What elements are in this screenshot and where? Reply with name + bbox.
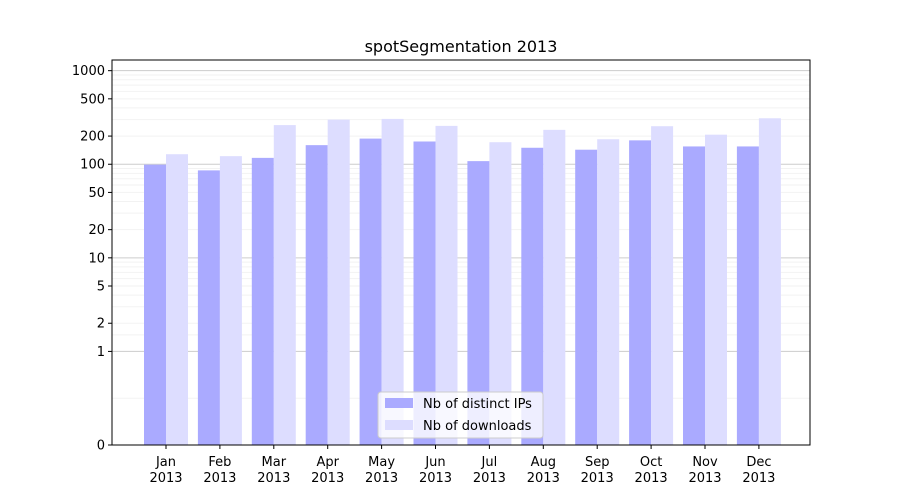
y-tick-label: 50 — [88, 186, 105, 201]
legend-swatch-downloads — [385, 420, 413, 430]
y-tick-label: 2 — [97, 317, 105, 332]
bar-downloads — [273, 125, 296, 446]
plot-frame — [111, 59, 811, 446]
bar-distinct-ips — [359, 138, 382, 445]
y-tick-label: 5 — [97, 280, 105, 295]
bar-distinct-ips — [305, 145, 328, 445]
bar-distinct-ips — [144, 164, 166, 445]
legend-swatch-distinct-ips — [385, 398, 413, 408]
y-tick-label: 200 — [80, 130, 105, 145]
x-tick-label: Dec 2013 — [742, 455, 775, 486]
legend-box — [377, 391, 544, 439]
bar-downloads — [705, 134, 727, 445]
y-tick-label: 100 — [80, 158, 105, 173]
chart-title: spotSegmentation 2013 — [365, 37, 558, 56]
bar-distinct-ips — [251, 157, 274, 446]
x-tick-label: Sep 2013 — [581, 455, 614, 486]
y-tick-label: 0 — [97, 439, 105, 454]
y-tick-label: 1000 — [72, 64, 105, 79]
bar-downloads — [435, 125, 458, 445]
y-axis: 0 1 2 5 10 20 50 100 200 500 1000 — [72, 64, 112, 454]
y-tick-label: 10 — [88, 251, 105, 266]
bars-layer — [144, 118, 781, 446]
bar-downloads — [381, 118, 404, 445]
bar-distinct-ips — [521, 147, 544, 445]
x-tick-label: Jan 2013 — [149, 455, 182, 486]
bar-downloads — [543, 129, 566, 445]
legend: Nb of distinct IPs Nb of downloads — [377, 391, 544, 439]
bar-downloads — [166, 154, 188, 446]
x-tick-label: Jul 2013 — [473, 455, 506, 486]
bar-downloads — [327, 119, 350, 446]
bar-downloads — [597, 139, 620, 445]
bar-downloads — [489, 142, 512, 445]
bar-distinct-ips — [197, 170, 220, 445]
x-tick-label: Nov 2013 — [688, 455, 721, 486]
bar-distinct-ips — [575, 149, 598, 445]
bar-distinct-ips — [413, 141, 436, 445]
bar-distinct-ips — [467, 161, 490, 445]
legend-label-downloads: Nb of downloads — [423, 419, 532, 434]
legend-label-distinct-ips: Nb of distinct IPs — [423, 397, 532, 412]
x-tick-label: Aug 2013 — [527, 455, 560, 486]
bar-downloads — [651, 126, 674, 445]
x-axis: Jan 2013 Feb 2013 Mar 2013 Apr 2013 May 2013 Jun 20… — [149, 445, 775, 486]
x-tick-label: Jun 2013 — [419, 455, 452, 486]
bar-downloads — [758, 118, 781, 445]
bar-distinct-ips — [629, 140, 652, 445]
y-tick-label: 1 — [97, 345, 105, 360]
bar-distinct-ips — [736, 146, 759, 446]
bar-distinct-ips — [683, 146, 705, 446]
y-tick-label: 500 — [80, 92, 105, 107]
x-tick-label: Feb 2013 — [203, 455, 236, 486]
x-tick-label: Oct 2013 — [635, 455, 668, 486]
y-tick-label: 20 — [88, 223, 105, 238]
x-tick-label: Apr 2013 — [311, 455, 344, 486]
bar-downloads — [219, 156, 242, 445]
x-tick-label: May 2013 — [365, 455, 398, 486]
x-tick-label: Mar 2013 — [257, 455, 290, 486]
